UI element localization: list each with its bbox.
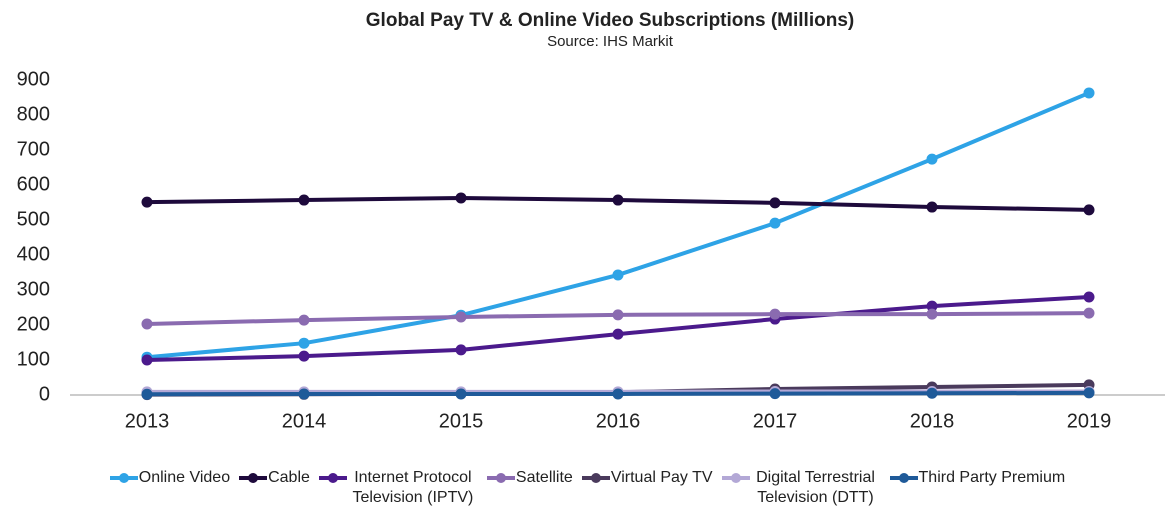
y-tick-label: 700 [17, 138, 50, 160]
x-tick-label: 2015 [439, 410, 484, 432]
legend-item: Online Video [109, 468, 230, 508]
data-point [926, 153, 938, 165]
data-point [612, 269, 624, 281]
legend-marker [898, 473, 909, 483]
data-point [1083, 204, 1095, 216]
data-point [298, 194, 310, 206]
data-point [926, 300, 938, 312]
legend-item: Virtual Pay TV [581, 468, 713, 508]
data-point [298, 388, 310, 400]
legend-item: Satellite [486, 468, 573, 508]
legend-swatch [486, 473, 515, 483]
legend-item: Cable [238, 468, 310, 508]
legend-marker [248, 473, 259, 483]
legend-item: Internet Protocol Television (IPTV) [318, 468, 478, 508]
data-point [141, 354, 153, 366]
x-tick-label: 2018 [910, 410, 955, 432]
legend-item: Third Party Premium [889, 468, 1066, 508]
legend-label: Internet Protocol Television (IPTV) [352, 469, 474, 506]
data-point [298, 337, 310, 349]
y-tick-label: 100 [17, 348, 50, 370]
chart: Global Pay TV & Online Video Subscriptio… [17, 10, 1165, 432]
data-point [612, 194, 624, 206]
data-point [769, 388, 781, 400]
data-point [455, 311, 467, 323]
legend-swatch [721, 473, 750, 483]
y-tick-label: 0 [39, 383, 50, 405]
data-point [298, 314, 310, 326]
x-tick-label: 2014 [282, 410, 327, 432]
data-point [141, 388, 153, 400]
legend-label: Cable [268, 469, 310, 486]
data-point [141, 318, 153, 330]
data-point [926, 387, 938, 399]
data-point [926, 308, 938, 320]
y-tick-label: 500 [17, 208, 50, 230]
data-point [455, 344, 467, 356]
x-tick-label: 2019 [1067, 410, 1112, 432]
data-point [1083, 291, 1095, 303]
legend-item: Digital Terrestrial Television (DTT) [721, 468, 881, 508]
legend-label: Third Party Premium [918, 469, 1066, 486]
legend-marker [495, 473, 506, 483]
y-tick-label: 400 [17, 243, 50, 265]
legend-swatch [581, 473, 610, 483]
data-point [141, 196, 153, 208]
data-point [612, 388, 624, 400]
legend-marker [590, 473, 601, 483]
legend-marker [118, 473, 129, 483]
data-point [1083, 387, 1095, 399]
legend-swatch [318, 473, 347, 483]
legend: Online Video Cable Internet Protocol Telev… [0, 468, 1174, 508]
data-point [1083, 307, 1095, 319]
chart-subtitle: Source: IHS Markit [547, 33, 674, 50]
legend-label: Digital Terrestrial Television (DTT) [756, 469, 875, 506]
data-point [769, 308, 781, 320]
legend-marker [730, 473, 741, 483]
data-point [455, 192, 467, 204]
series-line [146, 295, 1090, 362]
data-point [769, 217, 781, 229]
legend-label: Online Video [138, 469, 231, 486]
x-tick-label: 2013 [125, 410, 170, 432]
x-tick-label: 2016 [596, 410, 641, 432]
data-point [926, 201, 938, 213]
legend-swatch [889, 473, 918, 483]
y-tick-label: 900 [17, 68, 50, 90]
y-tick-label: 800 [17, 103, 50, 125]
data-point [612, 328, 624, 340]
data-point [298, 350, 310, 362]
legend-swatch [239, 473, 268, 483]
data-point [769, 197, 781, 209]
data-point [612, 309, 624, 321]
data-point [455, 388, 467, 400]
y-tick-label: 300 [17, 278, 50, 300]
chart-title: Global Pay TV & Online Video Subscriptio… [366, 10, 854, 31]
legend-label: Satellite [515, 469, 573, 486]
legend-marker [327, 473, 338, 483]
y-tick-label: 600 [17, 173, 50, 195]
x-tick-label: 2017 [753, 410, 798, 432]
y-tick-label: 200 [17, 313, 50, 335]
legend-swatch [109, 473, 138, 483]
legend-label: Virtual Pay TV [610, 469, 713, 486]
data-point [1083, 87, 1095, 99]
